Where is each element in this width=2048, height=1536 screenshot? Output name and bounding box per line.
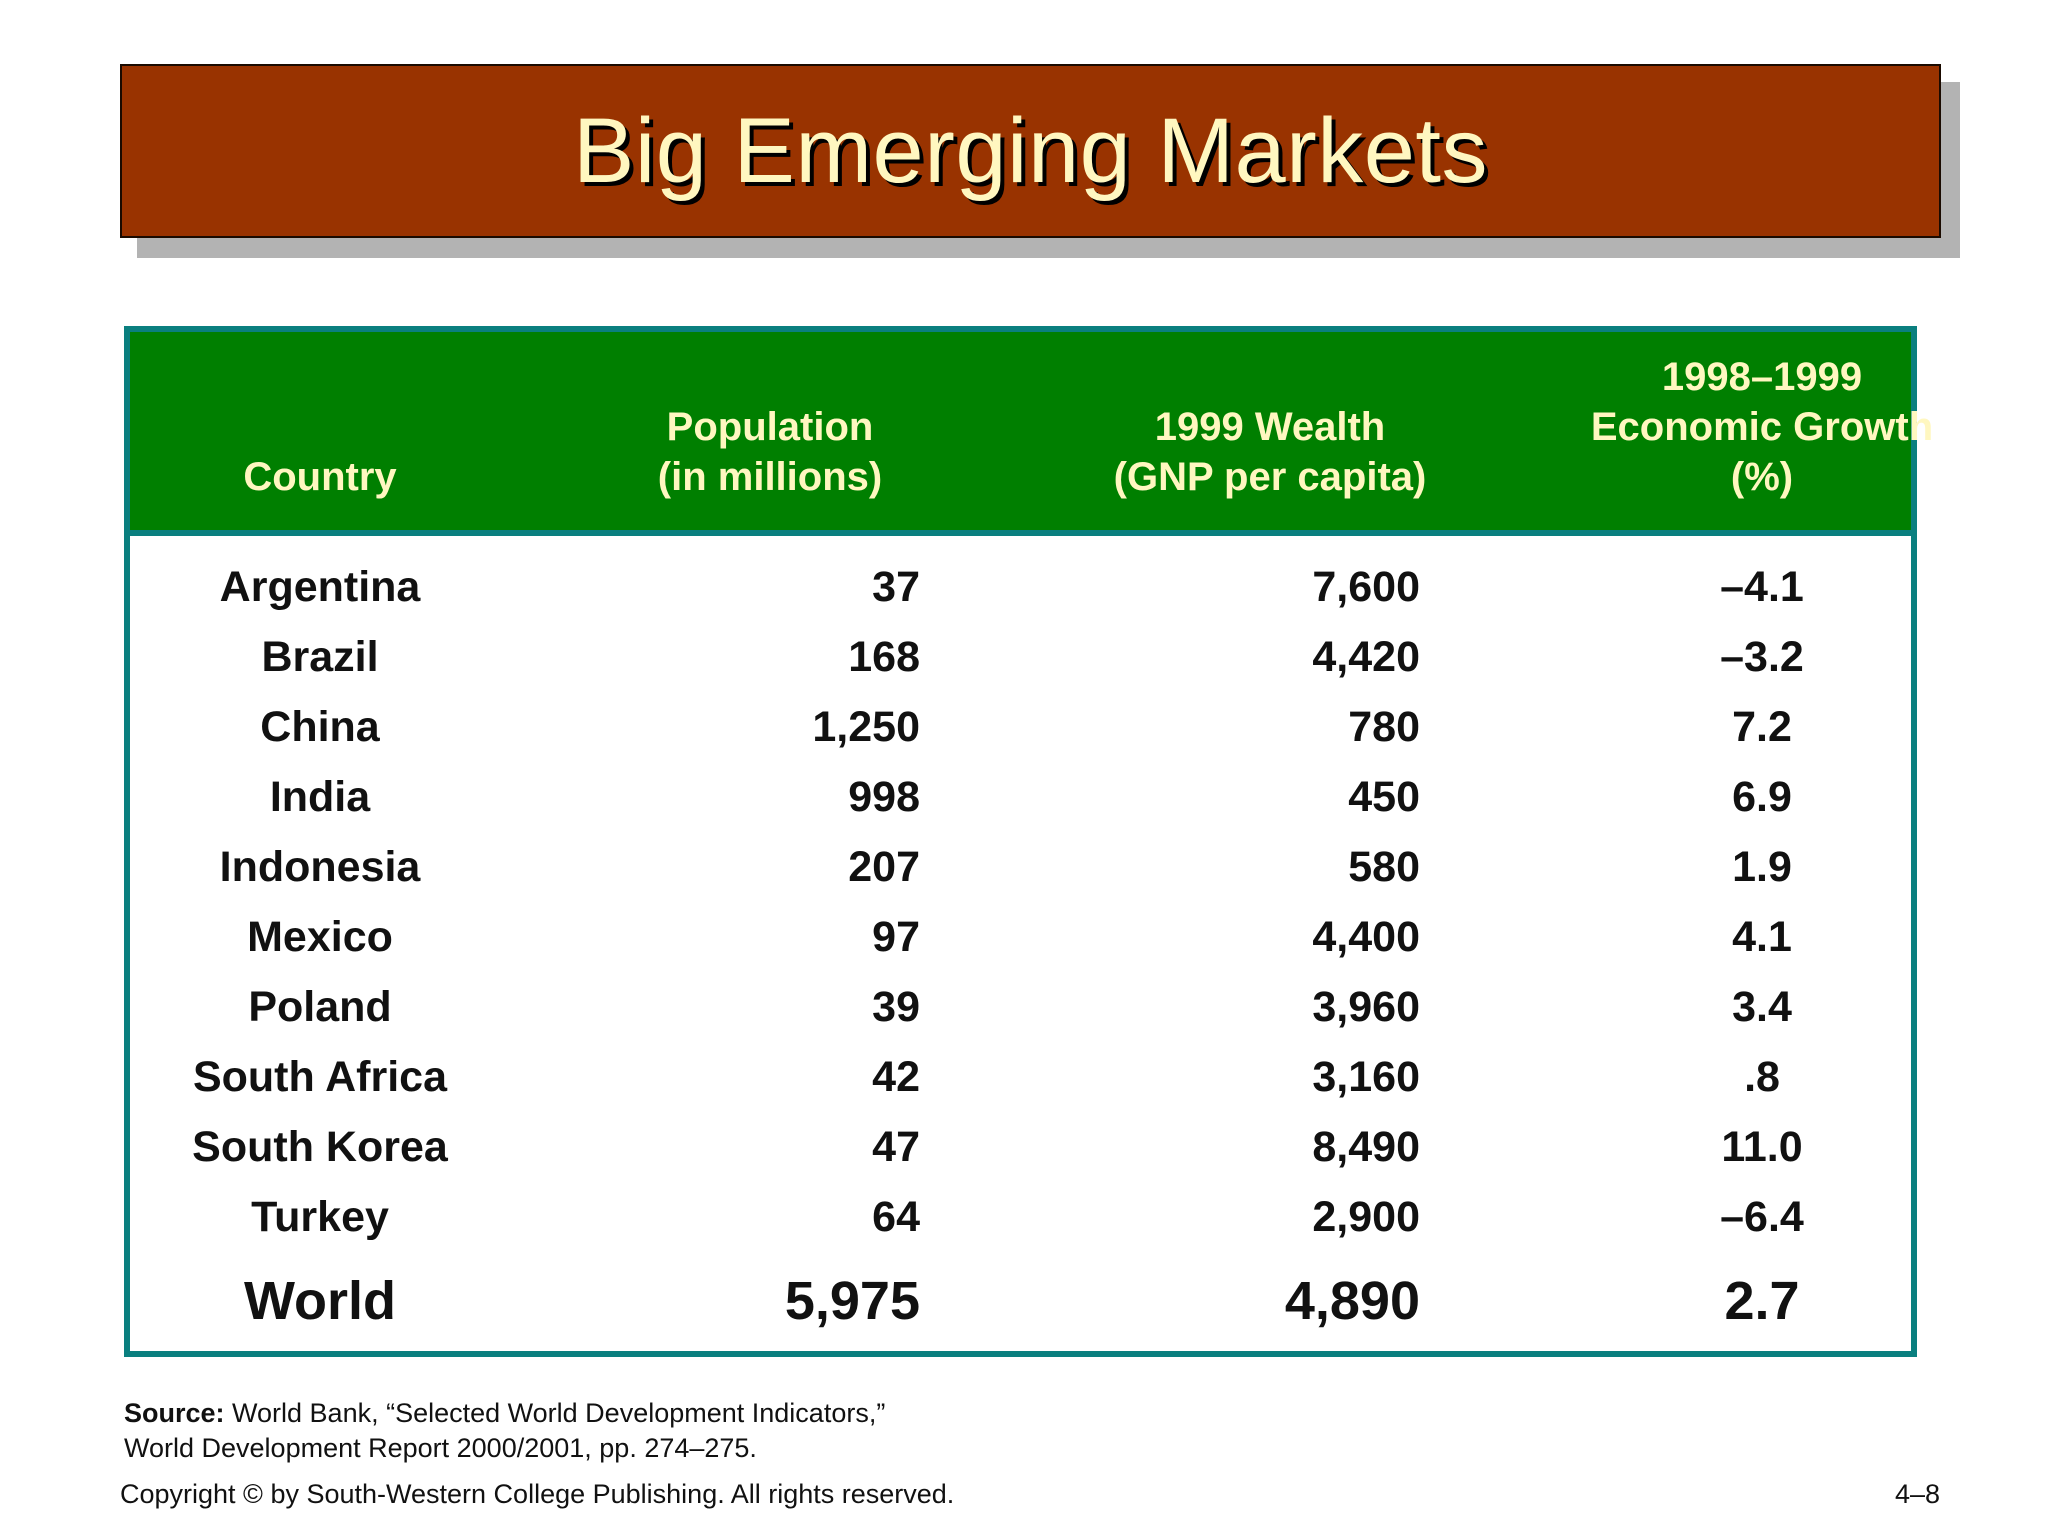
- header-wealth: 1999 Wealth (GNP per capita): [1113, 405, 1427, 499]
- row-country: Brazil: [261, 633, 379, 681]
- table-row: China 1,250 780 7.2: [130, 692, 1911, 762]
- row-growth: –3.2: [1720, 633, 1804, 681]
- row-country: South Africa: [192, 1053, 448, 1101]
- row-population: 168: [848, 633, 920, 681]
- row-population: 42: [872, 1053, 920, 1101]
- table-row: Indonesia 207 580 1.9: [130, 832, 1911, 902]
- source-label: Source:: [124, 1398, 225, 1428]
- table-row: Brazil 168 4,420 –3.2: [130, 622, 1911, 692]
- row-population: 998: [848, 773, 920, 821]
- row-growth: –4.1: [1720, 563, 1804, 611]
- source-line-2: World Development Report 2000/2001, pp. …: [124, 1433, 757, 1463]
- table-row: Mexico 97 4,400 4.1: [130, 902, 1911, 972]
- row-wealth: 780: [1348, 703, 1420, 751]
- world-growth: 2.7: [1724, 1271, 1800, 1331]
- row-growth: 7.2: [1732, 703, 1792, 751]
- table-row: South Korea 47 8,490 11.0: [130, 1112, 1911, 1182]
- table-row: India 998 450 6.9: [130, 762, 1911, 832]
- page-number: 4–8: [1894, 1479, 1940, 1509]
- table-row: South Africa 42 3,160 .8: [130, 1042, 1911, 1112]
- table-row: Turkey 64 2,900 –6.4: [130, 1182, 1911, 1252]
- row-country: South Korea: [192, 1123, 448, 1171]
- row-country: Mexico: [247, 913, 393, 961]
- row-wealth: 580: [1348, 843, 1420, 891]
- header-growth: 1998–1999 Economic Growth (%): [1590, 355, 1934, 499]
- row-country: Argentina: [219, 563, 421, 611]
- table-row: Argentina 37 7,600 –4.1: [130, 552, 1911, 622]
- row-country: Poland: [248, 983, 392, 1031]
- row-country: Turkey: [251, 1193, 389, 1241]
- row-population: 37: [872, 563, 920, 611]
- source-line-1: World Bank, “Selected World Development …: [224, 1398, 886, 1428]
- row-country: Indonesia: [219, 843, 421, 891]
- row-population: 39: [872, 983, 920, 1031]
- row-wealth: 450: [1348, 773, 1420, 821]
- title-banner: Big Emerging Markets: [120, 64, 1941, 238]
- row-growth: 11.0: [1721, 1123, 1803, 1171]
- table-row: Poland 39 3,960 3.4: [130, 972, 1911, 1042]
- row-population: 207: [848, 843, 920, 891]
- row-wealth: 3,960: [1312, 983, 1420, 1031]
- world-population: 5,975: [784, 1271, 920, 1331]
- header-population: Population (in millions): [657, 405, 883, 499]
- slide-title: Big Emerging Markets: [573, 99, 1488, 202]
- row-country: China: [260, 703, 380, 751]
- row-wealth: 8,490: [1312, 1123, 1420, 1171]
- row-wealth: 3,160: [1312, 1053, 1420, 1101]
- row-population: 64: [872, 1193, 920, 1241]
- header-country: Country: [243, 455, 397, 499]
- row-population: 1,250: [812, 703, 920, 751]
- row-country: India: [269, 773, 371, 821]
- row-growth: .8: [1744, 1053, 1780, 1101]
- row-growth: –6.4: [1720, 1193, 1804, 1241]
- row-wealth: 4,400: [1312, 913, 1420, 961]
- data-table: Country Population (in millions) 1999 We…: [124, 326, 1933, 1357]
- row-growth: 6.9: [1732, 773, 1792, 821]
- row-growth: 4.1: [1732, 913, 1792, 961]
- row-growth: 3.4: [1732, 983, 1792, 1031]
- world-wealth: 4,890: [1284, 1271, 1420, 1331]
- row-growth: 1.9: [1732, 843, 1792, 891]
- copyright: Copyright © by South-Western College Pub…: [120, 1479, 955, 1509]
- row-wealth: 7,600: [1312, 563, 1420, 611]
- table-row-world: World 5,975 4,890 2.7: [130, 1266, 1911, 1336]
- source-note: Source: World Bank, “Selected World Deve…: [124, 1396, 885, 1466]
- row-population: 47: [872, 1123, 920, 1171]
- row-wealth: 2,900: [1312, 1193, 1420, 1241]
- table-header: Country Population (in millions) 1999 We…: [130, 332, 1933, 536]
- row-population: 97: [872, 913, 920, 961]
- row-wealth: 4,420: [1312, 633, 1420, 681]
- world-country: World: [244, 1271, 396, 1331]
